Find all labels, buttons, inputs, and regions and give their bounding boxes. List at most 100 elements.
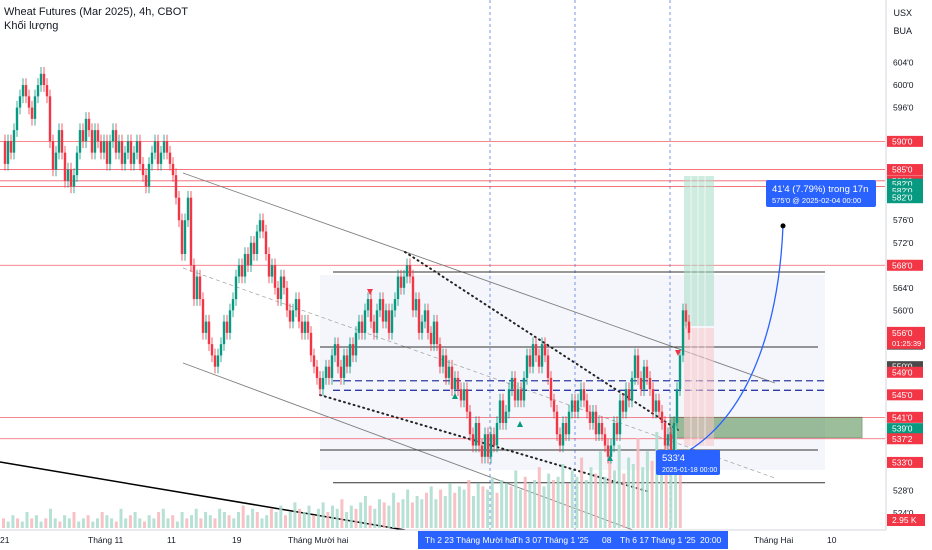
volume-badge-bg — [887, 514, 925, 526]
target-zone — [684, 176, 714, 326]
volume-bar — [25, 512, 29, 528]
candle — [210, 344, 214, 356]
price-level-badge — [887, 185, 923, 197]
candle — [147, 163, 151, 187]
price-tick-label: 604'0 — [893, 58, 914, 68]
candle — [222, 321, 226, 345]
volume-bar — [434, 499, 438, 528]
candle — [162, 141, 166, 153]
candle — [594, 411, 598, 435]
price-level-label: 537'2 — [892, 434, 913, 444]
candle — [663, 422, 667, 446]
projection-curve — [671, 225, 784, 461]
candle — [555, 411, 559, 435]
volume-bar — [660, 464, 663, 528]
candle — [681, 310, 685, 356]
volume-bar — [556, 476, 560, 528]
volume-bar — [570, 470, 574, 528]
volume-bar — [20, 521, 24, 528]
target-annotation-sub: 575'0 @ 2025-02-04 00:00 — [772, 196, 861, 205]
candle — [48, 96, 52, 142]
volume-bar — [255, 512, 259, 528]
unit-label[interactable]: BUA — [893, 26, 912, 36]
candle — [87, 118, 91, 131]
volume-bar — [542, 486, 546, 528]
candle — [171, 163, 175, 176]
origin-annotation-text: 533'4 — [662, 453, 685, 464]
candle — [153, 141, 157, 153]
candle — [150, 152, 154, 164]
volume-bar — [227, 515, 231, 528]
price-level-badge — [887, 423, 923, 435]
price-level-badge — [887, 366, 923, 378]
candle — [453, 377, 457, 390]
price-tick-label: 564'0 — [893, 283, 914, 293]
volume-bar — [645, 451, 649, 528]
target-annotation-box — [766, 180, 876, 207]
volume-bar — [472, 496, 475, 528]
volume-bar — [674, 425, 678, 528]
candle — [621, 400, 625, 412]
projection-end-dot — [780, 223, 786, 229]
candle — [54, 152, 58, 170]
candle — [540, 344, 544, 367]
candle — [234, 276, 238, 300]
candle — [69, 169, 73, 187]
candle — [300, 321, 304, 333]
volume-bar — [265, 515, 269, 528]
volume-bar — [260, 518, 264, 528]
candle — [6, 141, 10, 164]
candle — [510, 377, 514, 390]
price-level-badge — [887, 164, 923, 176]
candle — [591, 411, 595, 423]
volume-bar — [63, 515, 67, 528]
candle — [252, 242, 256, 255]
candle — [639, 377, 643, 390]
candle — [132, 152, 136, 164]
candle — [204, 321, 208, 333]
candle — [12, 130, 16, 153]
candle — [198, 276, 202, 300]
candle — [672, 422, 676, 457]
candle — [657, 400, 661, 412]
signal-marker-0 — [367, 289, 373, 295]
candle — [504, 411, 508, 423]
candle — [435, 321, 439, 345]
candle — [264, 231, 268, 255]
volume-bar — [359, 502, 363, 528]
price-level-label: 545'0 — [892, 390, 913, 400]
candle — [273, 265, 277, 288]
volume-bar — [251, 508, 255, 528]
volume-bar — [537, 467, 541, 528]
candle — [417, 299, 421, 333]
volume-bar — [617, 444, 621, 528]
volume-bar — [190, 515, 193, 528]
candle — [522, 377, 526, 401]
candle — [609, 445, 613, 457]
candle — [378, 299, 382, 311]
volume-bar — [53, 518, 57, 528]
candle — [177, 197, 181, 221]
candle — [258, 220, 262, 232]
candle — [606, 445, 610, 457]
price-level-badge — [887, 259, 923, 271]
volume-bar — [533, 480, 537, 528]
candle — [684, 310, 688, 322]
volume-bar — [194, 508, 198, 528]
volume-bar — [467, 480, 471, 528]
currency-label[interactable]: USX — [893, 8, 912, 18]
candle — [387, 310, 391, 333]
volume-bar — [340, 499, 344, 528]
candle — [420, 321, 424, 333]
volume-bar — [171, 515, 175, 528]
stop-zone — [684, 328, 714, 446]
candle — [465, 389, 469, 412]
volume-bar — [363, 496, 367, 528]
candle — [636, 355, 640, 378]
volume-bar — [147, 515, 151, 528]
volume-bar — [608, 460, 612, 528]
candle — [405, 265, 409, 277]
volume-bar — [2, 518, 5, 528]
candle — [309, 332, 313, 356]
